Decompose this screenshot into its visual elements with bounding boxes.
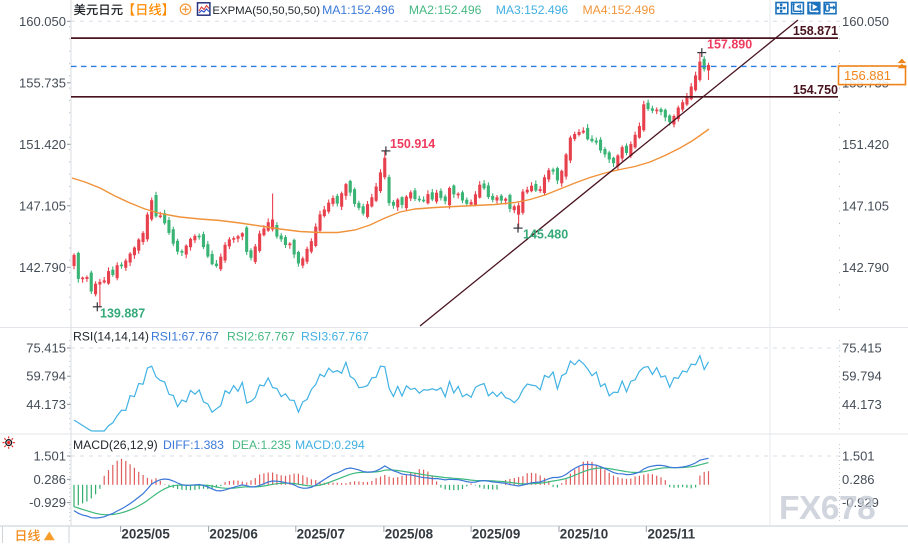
svg-text:1.501: 1.501 [33,449,66,464]
svg-text:MA3:152.496: MA3:152.496 [496,3,569,17]
svg-text:RSI3:67.767: RSI3:67.767 [301,330,369,344]
svg-text:44.173: 44.173 [842,397,882,412]
svg-text:RSI(14,14,14): RSI(14,14,14) [73,330,149,344]
svg-text:157.890: 157.890 [707,38,752,52]
svg-text:2025/05: 2025/05 [121,527,170,542]
svg-text:2025/08: 2025/08 [385,527,434,542]
svg-text:59.794: 59.794 [842,369,882,384]
svg-text:147.105: 147.105 [19,198,66,213]
svg-text:FX678: FX678 [779,490,875,527]
svg-text:DIFF:1.383: DIFF:1.383 [163,438,224,452]
svg-text:160.050: 160.050 [19,14,66,29]
svg-text:2025/09: 2025/09 [472,527,520,542]
svg-text:154.750: 154.750 [793,83,838,97]
svg-text:DEA:1.235: DEA:1.235 [232,438,291,452]
svg-text:155.735: 155.735 [19,75,66,90]
svg-text:75.415: 75.415 [842,341,882,356]
svg-text:2025/06: 2025/06 [209,527,257,542]
svg-text:75.415: 75.415 [26,341,66,356]
svg-text:145.480: 145.480 [523,227,568,241]
svg-text:MACD:0.294: MACD:0.294 [295,438,365,452]
svg-text:MA2:152.496: MA2:152.496 [409,3,482,17]
svg-text:RSI1:67.767: RSI1:67.767 [151,330,219,344]
svg-text:2025/11: 2025/11 [647,527,695,542]
svg-text:44.173: 44.173 [26,397,66,412]
svg-text:150.914: 150.914 [390,137,435,151]
svg-text:151.420: 151.420 [19,137,66,152]
svg-text:139.887: 139.887 [100,307,145,321]
svg-text:2025/10: 2025/10 [560,527,608,542]
svg-text:MA4:152.496: MA4:152.496 [583,3,656,17]
svg-text:EXPMA(50,50,50,50): EXPMA(50,50,50,50) [212,5,320,17]
svg-text:151.420: 151.420 [842,137,889,152]
svg-text:2025/07: 2025/07 [297,527,345,542]
svg-text:147.105: 147.105 [842,198,889,213]
svg-text:142.790: 142.790 [19,260,66,275]
svg-text:RSI2:67.767: RSI2:67.767 [227,330,295,344]
svg-text:158.871: 158.871 [793,24,838,38]
svg-text:0.286: 0.286 [842,472,875,487]
svg-text:142.790: 142.790 [842,260,889,275]
svg-text:MACD(26,12,9): MACD(26,12,9) [73,438,158,452]
svg-text:MA1:152.496: MA1:152.496 [322,3,395,17]
svg-text:-0.929: -0.929 [842,495,879,510]
svg-text:156.881: 156.881 [844,68,891,83]
svg-text:-0.929: -0.929 [29,495,66,510]
svg-text:0.286: 0.286 [33,472,66,487]
svg-text:160.050: 160.050 [842,14,889,29]
svg-text:1.501: 1.501 [842,449,875,464]
svg-text:59.794: 59.794 [26,369,66,384]
